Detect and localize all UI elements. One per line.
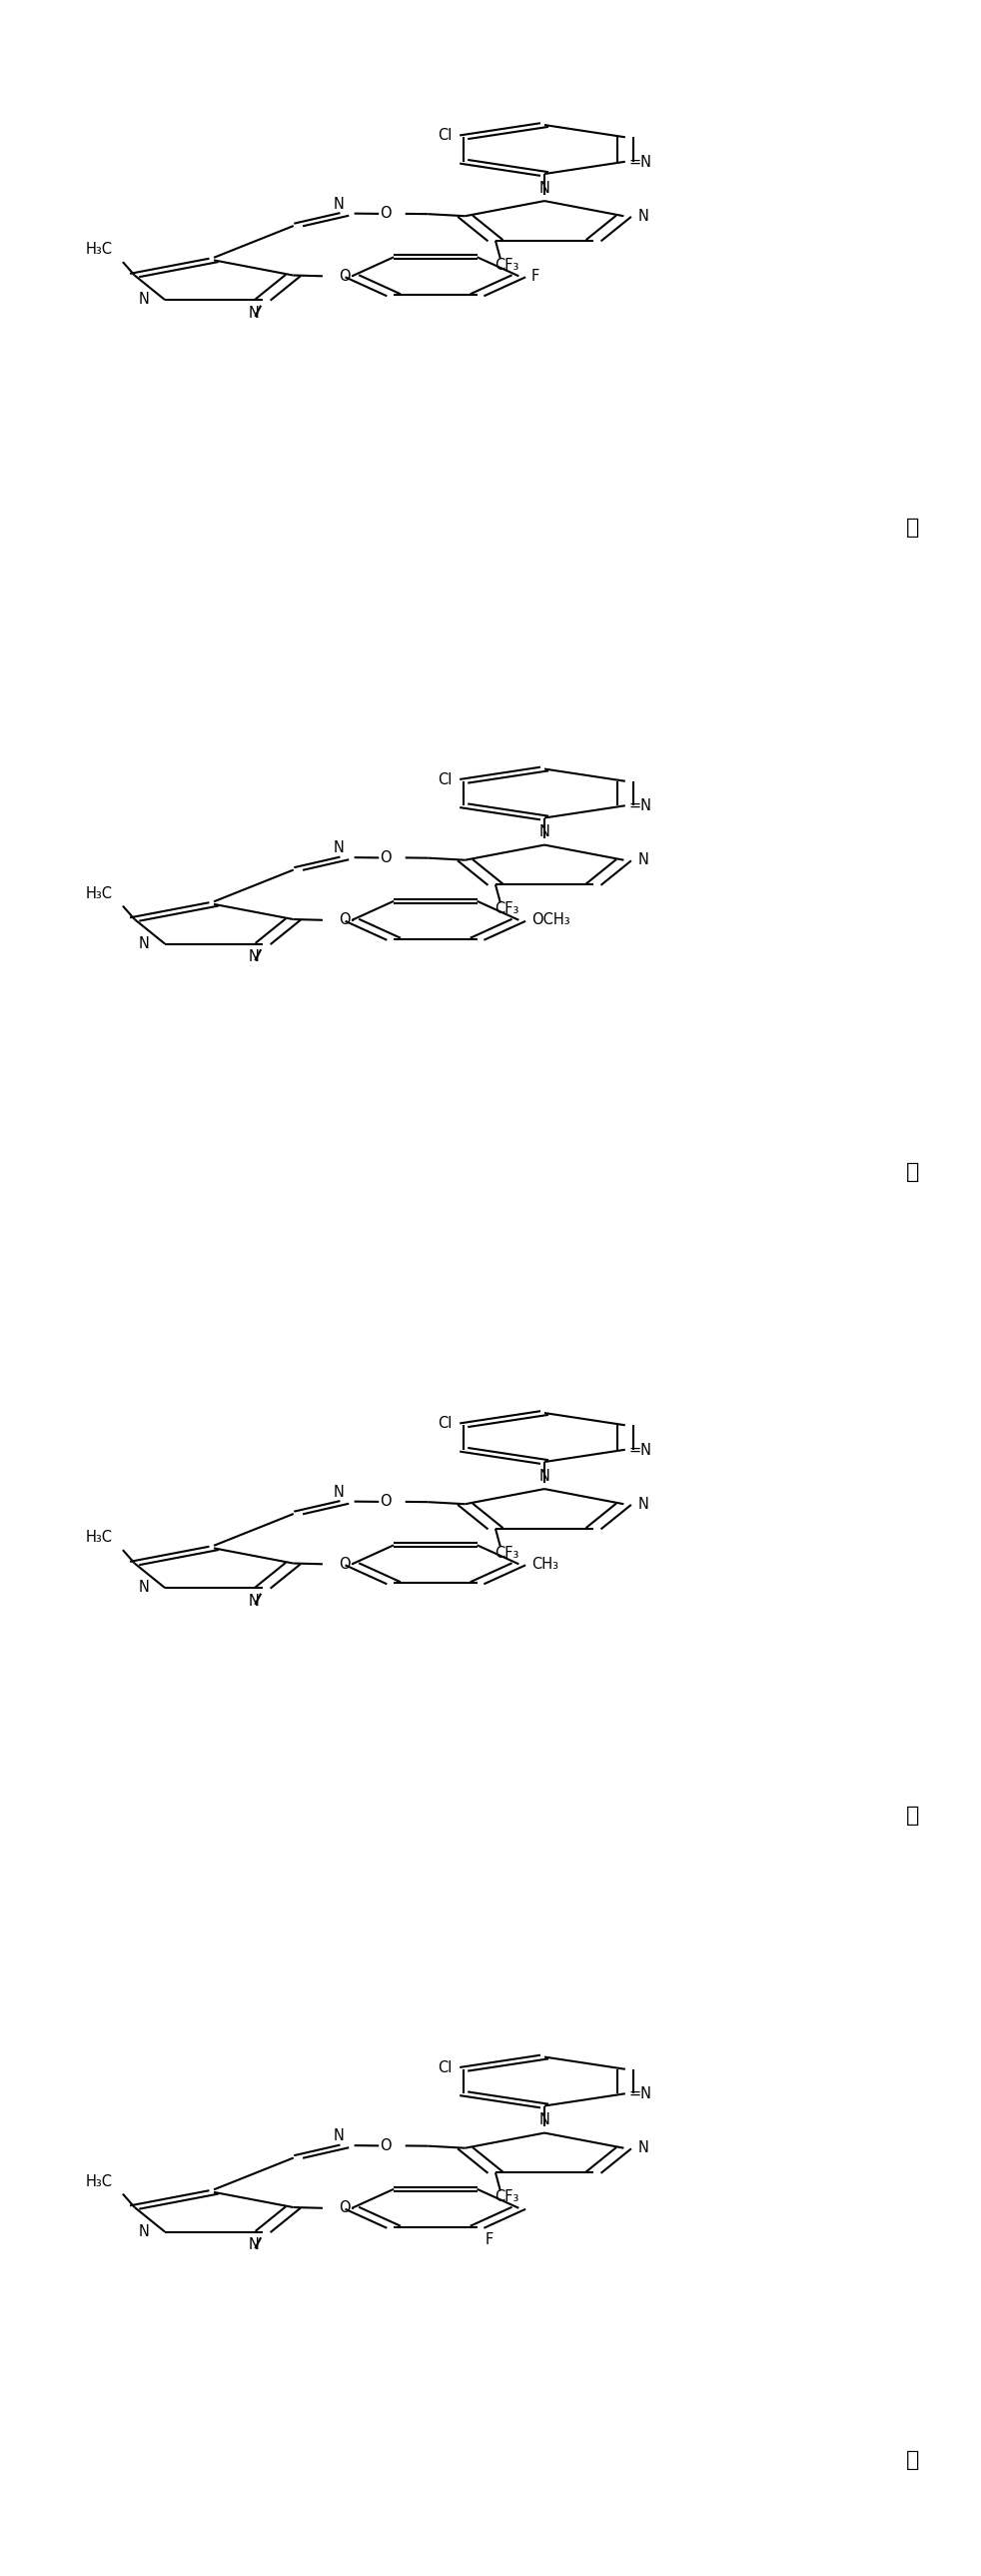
Text: =N: =N [629, 799, 652, 814]
Text: O: O [380, 2138, 391, 2154]
Text: N: N [138, 1579, 149, 1595]
Text: 或: 或 [905, 2450, 919, 2470]
Text: N: N [639, 1497, 649, 1512]
Text: 或: 或 [905, 518, 919, 538]
Text: O: O [338, 2200, 350, 2215]
Text: =N: =N [629, 1443, 652, 1458]
Text: N: N [334, 196, 344, 211]
Text: Cl: Cl [438, 1417, 452, 1432]
Text: N: N [639, 2141, 649, 2156]
Text: O: O [380, 850, 391, 866]
Text: N: N [639, 853, 649, 868]
Text: H₃C: H₃C [86, 242, 113, 258]
Text: 或: 或 [905, 1162, 919, 1182]
Text: N: N [248, 307, 259, 319]
Text: N: N [248, 951, 259, 963]
Text: N: N [539, 180, 550, 196]
Text: N: N [138, 2223, 149, 2239]
Text: O: O [380, 206, 391, 222]
Text: H₃C: H₃C [86, 886, 113, 902]
Text: CF₃: CF₃ [495, 1546, 519, 1561]
Text: CF₃: CF₃ [495, 2190, 519, 2205]
Text: CH₃: CH₃ [532, 1556, 558, 1571]
Text: CF₃: CF₃ [495, 902, 519, 917]
Text: Cl: Cl [438, 129, 452, 144]
Text: N: N [334, 1484, 344, 1499]
Text: F: F [485, 2233, 493, 2249]
Text: O: O [338, 912, 350, 927]
Text: N: N [138, 291, 149, 307]
Text: N: N [248, 1595, 259, 1607]
Text: CF₃: CF₃ [495, 258, 519, 273]
Text: N: N [539, 824, 550, 840]
Text: 或: 或 [905, 1806, 919, 1826]
Text: Cl: Cl [438, 2061, 452, 2076]
Text: O: O [338, 1556, 350, 1571]
Text: H₃C: H₃C [86, 1530, 113, 1546]
Text: =N: =N [629, 155, 652, 170]
Text: N: N [138, 935, 149, 951]
Text: N: N [334, 2128, 344, 2143]
Text: O: O [380, 1494, 391, 1510]
Text: N: N [539, 1468, 550, 1484]
Text: N: N [334, 840, 344, 855]
Text: N: N [539, 2112, 550, 2128]
Text: OCH₃: OCH₃ [532, 912, 570, 927]
Text: O: O [338, 268, 350, 283]
Text: H₃C: H₃C [86, 2174, 113, 2190]
Text: F: F [532, 268, 540, 283]
Text: =N: =N [629, 2087, 652, 2102]
Text: N: N [639, 209, 649, 224]
Text: N: N [248, 2239, 259, 2251]
Text: Cl: Cl [438, 773, 452, 788]
